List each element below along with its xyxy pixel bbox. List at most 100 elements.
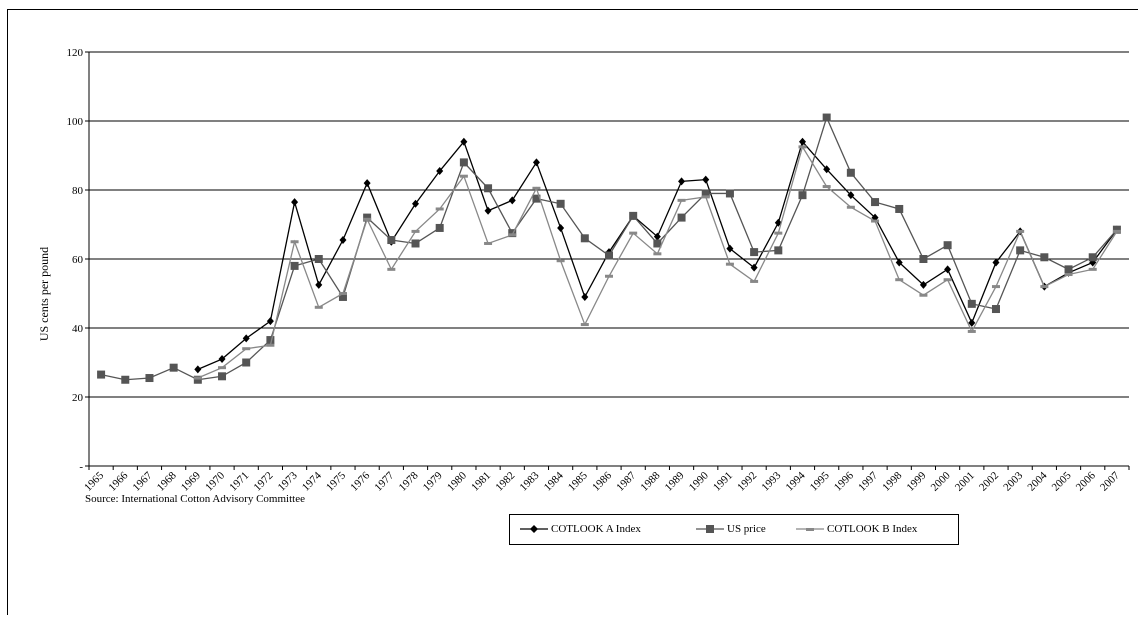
data-point <box>314 255 323 263</box>
data-point <box>678 177 686 186</box>
x-tick-label: 1999 <box>904 469 928 493</box>
legend-label: US price <box>727 523 766 535</box>
x-tick-label: 1965 <box>82 469 106 493</box>
dash-marker-icon <box>796 528 824 532</box>
data-point <box>338 292 347 301</box>
data-point <box>121 375 130 384</box>
x-tick-label: 1976 <box>348 469 372 493</box>
x-tick-label: 1971 <box>227 470 251 494</box>
x-tick-label: 2003 <box>1001 469 1025 493</box>
x-tick-label: 2001 <box>953 470 977 494</box>
data-point <box>871 198 880 207</box>
data-point <box>750 279 759 283</box>
data-point <box>653 239 662 248</box>
x-tick-label: 1997 <box>856 469 880 493</box>
data-point <box>97 370 106 379</box>
data-point <box>194 365 202 374</box>
data-point <box>266 317 274 326</box>
y-tick-label: 20 <box>72 392 84 404</box>
data-point <box>556 259 565 263</box>
data-point <box>580 234 589 243</box>
y-tick-label: 100 <box>67 116 84 128</box>
legend-item-cotlook-b: COTLOOK B Index <box>796 523 917 535</box>
data-point <box>242 358 251 367</box>
data-point <box>1040 253 1049 262</box>
x-tick-label: 1984 <box>542 469 566 493</box>
source-note: Source: International Cotton Advisory Co… <box>85 493 305 505</box>
data-point <box>750 263 758 272</box>
x-tick-label: 1998 <box>880 469 904 493</box>
series-cotlook-a-index <box>194 137 1121 374</box>
data-point <box>242 334 250 343</box>
x-tick-label: 2005 <box>1050 469 1074 493</box>
x-tick-label: 2007 <box>1098 469 1122 493</box>
x-tick-label: 1978 <box>397 469 421 493</box>
x-tick-label: 1972 <box>251 470 275 494</box>
data-point <box>967 329 976 333</box>
x-tick-label: 1975 <box>324 469 348 493</box>
data-point <box>895 278 904 282</box>
data-point <box>484 184 493 193</box>
data-point <box>846 168 855 177</box>
data-point <box>1112 229 1121 233</box>
data-point <box>847 191 855 200</box>
x-tick-label: 1993 <box>759 469 783 493</box>
data-point <box>338 292 347 295</box>
data-point <box>991 305 1000 314</box>
data-point <box>363 179 371 188</box>
data-point <box>677 213 686 222</box>
square-marker-icon <box>696 525 724 534</box>
data-point <box>363 217 372 221</box>
y-tick-label: 120 <box>67 47 84 59</box>
data-point <box>169 363 178 372</box>
data-point <box>943 278 952 282</box>
legend-label: COTLOOK B Index <box>827 523 918 535</box>
x-tick-label: 1996 <box>832 469 856 493</box>
data-point <box>363 213 372 222</box>
data-point <box>291 198 299 207</box>
y-tick-label: 40 <box>72 323 84 335</box>
data-point <box>774 246 783 255</box>
data-point <box>919 293 928 297</box>
series-cotlook-b-index <box>193 145 1121 380</box>
data-point <box>484 206 492 215</box>
x-tick-label: 1981 <box>469 470 493 494</box>
gridlines <box>89 51 1129 398</box>
x-tick-label: 1994 <box>784 469 808 493</box>
data-point <box>895 204 904 213</box>
data-point <box>387 267 396 271</box>
legend-label: COTLOOK A Index <box>551 523 641 535</box>
data-point <box>290 240 299 244</box>
data-point <box>871 219 880 223</box>
x-tick-label: 2000 <box>929 469 953 493</box>
data-point <box>653 232 661 241</box>
data-point <box>846 205 855 209</box>
data-point <box>290 261 299 270</box>
data-point <box>218 372 227 381</box>
data-point <box>943 241 952 250</box>
data-point <box>726 244 734 253</box>
data-point <box>266 343 275 347</box>
data-point <box>508 229 517 238</box>
data-point <box>677 198 686 202</box>
x-tick-label: 1989 <box>663 469 687 493</box>
x-tick-labels: 1965 1966 1967 1968 1969 1970 1971 1972 1973 1974… <box>82 469 1122 493</box>
x-tick-label: 1970 <box>203 469 227 493</box>
data-point <box>701 195 710 199</box>
data-point <box>798 191 807 200</box>
chart-frame <box>7 9 1138 615</box>
data-point <box>266 336 275 345</box>
data-point <box>725 262 734 266</box>
x-tick-label: 1973 <box>276 469 300 493</box>
data-point <box>411 229 420 233</box>
data-point <box>242 347 251 351</box>
data-point <box>895 258 903 267</box>
data-point <box>218 355 226 364</box>
data-point <box>629 231 638 235</box>
data-point <box>145 374 154 383</box>
data-point <box>532 194 541 203</box>
data-point <box>822 113 831 122</box>
data-point <box>968 318 976 327</box>
data-point <box>944 265 952 274</box>
